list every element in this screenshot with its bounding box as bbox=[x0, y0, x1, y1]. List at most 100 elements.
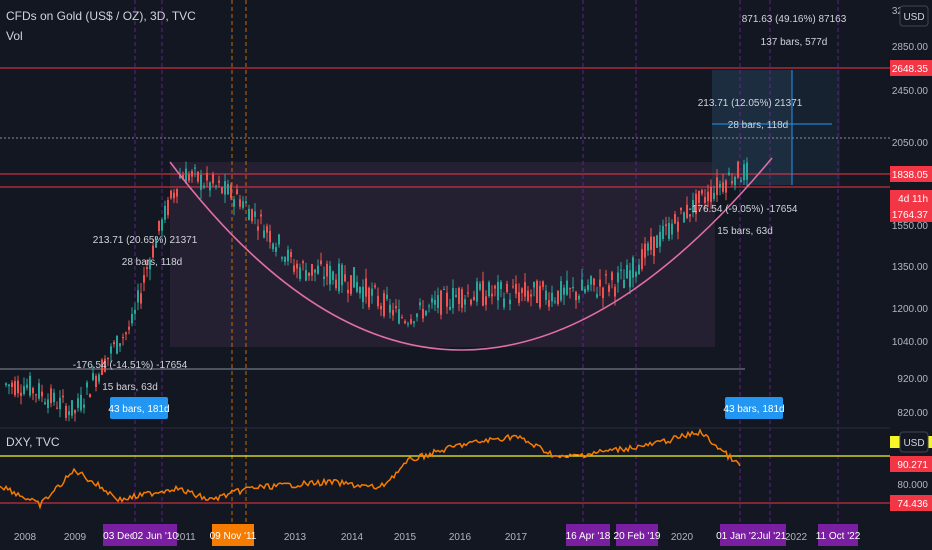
time-tick: 2015 bbox=[394, 532, 417, 543]
candle-body bbox=[341, 264, 343, 286]
candle-body bbox=[737, 161, 739, 178]
sub-currency-label: USD bbox=[903, 438, 924, 449]
candle-body bbox=[140, 293, 142, 304]
candle-body bbox=[368, 287, 370, 308]
candle-body bbox=[611, 272, 613, 281]
candle-body bbox=[596, 294, 598, 298]
candle-body bbox=[227, 184, 229, 195]
candle-body bbox=[740, 180, 742, 182]
candle-body bbox=[71, 400, 73, 416]
candle-body bbox=[398, 309, 400, 324]
candle-body bbox=[440, 290, 442, 315]
candle-body bbox=[689, 214, 691, 217]
price-label-bg bbox=[890, 166, 932, 182]
candle-body bbox=[314, 269, 316, 273]
candle-body bbox=[404, 320, 406, 324]
candle-body bbox=[293, 265, 295, 272]
candle-body bbox=[296, 263, 298, 269]
candle-body bbox=[98, 374, 100, 382]
candle-body bbox=[668, 222, 670, 240]
candle-body bbox=[74, 410, 76, 414]
candle-body bbox=[371, 288, 373, 296]
candle-body bbox=[722, 182, 724, 192]
dxy-price-label-bg bbox=[890, 456, 932, 472]
measure-annotation: 15 bars, 63d bbox=[102, 382, 158, 393]
candle-body bbox=[173, 192, 175, 199]
candle-body bbox=[665, 224, 667, 227]
candle-body bbox=[704, 196, 706, 204]
date-badge bbox=[566, 524, 610, 546]
candle-body bbox=[119, 343, 121, 347]
candle-body bbox=[542, 281, 544, 287]
candle-body bbox=[386, 294, 388, 299]
candle-body bbox=[683, 212, 685, 223]
candle-body bbox=[326, 263, 328, 277]
candle-body bbox=[551, 292, 553, 302]
date-badge-label: 16 Apr '18 bbox=[566, 531, 611, 542]
candle-body bbox=[221, 187, 223, 194]
measure-annotation: 28 bars, 118d bbox=[728, 120, 788, 131]
candle-body bbox=[374, 285, 376, 288]
candle-body bbox=[269, 231, 271, 243]
candle-body bbox=[629, 270, 631, 288]
candle-body bbox=[266, 226, 268, 233]
candle-body bbox=[413, 321, 415, 324]
candle-body bbox=[152, 245, 154, 258]
candle-body bbox=[122, 337, 124, 339]
candle-body bbox=[239, 199, 241, 207]
candle-body bbox=[521, 288, 523, 293]
candle-body bbox=[437, 295, 439, 309]
cup-curve bbox=[169, 157, 773, 351]
candle-body bbox=[728, 172, 730, 176]
candle-body bbox=[638, 264, 640, 275]
candle-body bbox=[422, 308, 424, 319]
candle-body bbox=[647, 243, 649, 251]
candle-body bbox=[323, 276, 325, 280]
candle-body bbox=[332, 271, 334, 280]
candle-body bbox=[590, 276, 592, 285]
candle-body bbox=[161, 219, 163, 231]
candle-body bbox=[23, 386, 25, 395]
candle-body bbox=[41, 391, 43, 397]
candle-body bbox=[650, 236, 652, 250]
candle-body bbox=[131, 313, 133, 324]
candle-body bbox=[734, 176, 736, 186]
candle-body bbox=[128, 326, 130, 330]
candle-body bbox=[560, 281, 562, 301]
candle-body bbox=[674, 214, 676, 224]
date-badge bbox=[616, 524, 658, 546]
candle-body bbox=[443, 288, 445, 290]
measure-box-shaded bbox=[170, 162, 715, 347]
currency-button[interactable] bbox=[899, 5, 929, 27]
dxy-series-line bbox=[0, 428, 741, 510]
candle-body bbox=[494, 285, 496, 289]
measure-annotation: 871.63 (49.16%) 87163 bbox=[742, 14, 847, 25]
candle-body bbox=[356, 282, 358, 292]
candle-body bbox=[11, 382, 13, 387]
date-badge bbox=[818, 524, 858, 546]
candle-body bbox=[113, 342, 115, 345]
candle-body bbox=[389, 304, 391, 313]
candle-body bbox=[44, 402, 46, 405]
price-tick: 2850.00 bbox=[892, 42, 929, 53]
candle-body bbox=[107, 357, 109, 360]
candle-body bbox=[164, 206, 166, 220]
time-tick: 2017 bbox=[505, 532, 528, 543]
candle-body bbox=[626, 264, 628, 279]
time-tick: 2022 bbox=[785, 532, 808, 543]
time-tick: 2008 bbox=[14, 532, 37, 543]
candle-body bbox=[488, 282, 490, 296]
sub-currency-button[interactable] bbox=[899, 431, 929, 453]
candle-body bbox=[482, 280, 484, 306]
candle-body bbox=[377, 295, 379, 307]
candle-body bbox=[338, 263, 340, 292]
candle-body bbox=[200, 174, 202, 190]
candle-body bbox=[680, 207, 682, 211]
candle-body bbox=[47, 399, 49, 408]
price-tick: 920.00 bbox=[897, 374, 928, 385]
dxy-price-tick: 80.000 bbox=[897, 480, 928, 491]
candle-body bbox=[602, 287, 604, 299]
candle-body bbox=[14, 380, 16, 396]
candle-body bbox=[287, 249, 289, 262]
